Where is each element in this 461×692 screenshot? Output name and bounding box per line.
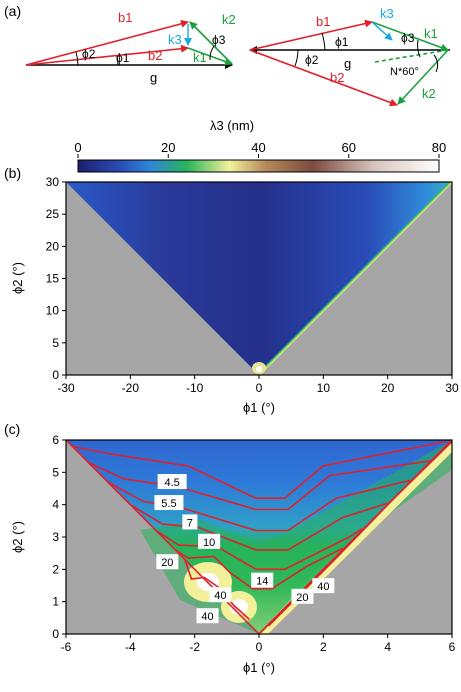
- angle-label-phi3: ϕ3: [212, 33, 226, 47]
- schematic-left: b1 b2 g k1 k2 k3 ϕ2 ϕ1 ϕ3: [25, 10, 236, 85]
- x-tick-label: 0: [256, 640, 263, 654]
- y-tick-label: 10: [46, 304, 60, 318]
- vector-label-b2: b2: [148, 48, 162, 63]
- contour-line: [88, 460, 430, 511]
- vector-label-k3: k3: [168, 32, 182, 47]
- angle-label-phi3: ϕ3: [401, 31, 415, 45]
- y-tick-label: 0: [52, 627, 59, 641]
- vector-label-k2: k2: [222, 12, 236, 27]
- x-tick-label: 20: [381, 381, 395, 395]
- y-tick-label: 6: [52, 433, 59, 447]
- contour-label: 14: [256, 576, 268, 588]
- heatmap-b: -30 -20 -10 0 10 20 30 0 5 10 15 20 25 30 ϕ1 (°) ϕ2 (…: [10, 175, 459, 415]
- angle-annotation: N*60°: [390, 66, 419, 78]
- y-tick-label: 0: [52, 368, 59, 382]
- x-tick-label: 6: [449, 640, 456, 654]
- x-tick-label: -6: [61, 640, 72, 654]
- vector-label-k2: k2: [422, 86, 436, 101]
- vector-label-b1: b1: [118, 10, 132, 25]
- y-tick-label: 5: [52, 336, 59, 350]
- y-tick-label: 15: [46, 272, 60, 286]
- angle-label-phi2: ϕ2: [82, 47, 96, 61]
- contour-label: 5.5: [161, 498, 176, 510]
- y-tick-label: 30: [46, 175, 60, 189]
- contour-label-box: [182, 514, 198, 530]
- y-tick-label: 25: [46, 207, 60, 221]
- colorbar-gradient: [77, 159, 440, 173]
- contour-label: 40: [214, 590, 226, 602]
- colorbar-title: λ3 (nm): [210, 118, 254, 133]
- contour-label: 7: [187, 517, 193, 529]
- contour-label-box: [209, 587, 232, 603]
- y-tick-label: 3: [52, 530, 59, 544]
- contour-label: 20: [296, 592, 308, 604]
- colorbar-tick-label: 40: [251, 140, 265, 155]
- vector-label-b1: b1: [316, 14, 330, 29]
- contour-label: 20: [161, 557, 173, 569]
- x-axis-label-c: ϕ1 (°): [243, 660, 275, 675]
- vector-label-b2: b2: [330, 70, 344, 85]
- contour-label-box: [154, 495, 184, 511]
- angle-label-phi1: ϕ1: [335, 35, 349, 49]
- x-tick-label: -10: [186, 381, 204, 395]
- contour-line: [107, 479, 411, 532]
- x-tick-label: -4: [125, 640, 136, 654]
- vector-label-g: g: [344, 56, 351, 71]
- contour-label-box: [291, 588, 314, 604]
- contour-label-box: [157, 474, 187, 490]
- contour-label-box: [251, 572, 274, 588]
- y-tick-label: 5: [52, 465, 59, 479]
- y-tick-label: 1: [52, 595, 59, 609]
- colorbar-tick-label: 20: [161, 140, 175, 155]
- x-tick-label: 4: [384, 640, 391, 654]
- x-tick-label: -30: [57, 381, 75, 395]
- contour-label: 4.5: [165, 477, 180, 489]
- axes-b: -30 -20 -10 0 10 20 30 0 5 10 15 20 25 30: [46, 175, 459, 395]
- x-tick-label: 10: [317, 381, 331, 395]
- contour-line: [184, 559, 250, 621]
- contour-label-box: [156, 554, 179, 570]
- schematic-right: b1 b2 g k1 k2 k3 ϕ1 ϕ2 ϕ3 N*60°: [249, 6, 450, 107]
- contour-label: 10: [203, 537, 215, 549]
- y-tick-label: 20: [46, 239, 60, 253]
- contour-line: [129, 502, 388, 551]
- panel-label-a: (a): [4, 3, 21, 19]
- contour-label-box: [198, 533, 221, 549]
- x-tick-label: 0: [256, 381, 263, 395]
- vector-label-k1: k1: [424, 26, 438, 41]
- vector-label-k1: k1: [193, 50, 207, 65]
- y-axis-label-b: ϕ2 (°): [10, 262, 25, 294]
- contour-line: [155, 528, 363, 571]
- colorbar-tick-label: 60: [342, 140, 356, 155]
- colorbar: λ3 (nm) 0 20 40 60 80: [74, 118, 446, 173]
- colorbar-tick-label: 80: [432, 140, 446, 155]
- colorbar-tick-label: 0: [74, 140, 81, 155]
- y-tick-label: 4: [52, 498, 59, 512]
- y-tick-label: 2: [52, 562, 59, 576]
- x-tick-label: 30: [445, 381, 459, 395]
- contour-label: 40: [201, 611, 213, 623]
- x-tick-label: 2: [320, 640, 327, 654]
- contour-line: [174, 547, 343, 590]
- x-tick-label: -20: [122, 381, 140, 395]
- panel-label-c: (c): [4, 421, 20, 437]
- contour-label-box: [312, 578, 335, 594]
- y-axis-label-c: ϕ2 (°): [10, 521, 25, 553]
- vector-label-g: g: [150, 70, 157, 85]
- vector-label-k3: k3: [380, 6, 394, 21]
- contour-label-box: [196, 608, 219, 624]
- contour-line: [72, 440, 446, 499]
- colorbar-ticks: 0 20 40 60 80: [74, 140, 446, 158]
- angle-label-phi1: ϕ1: [116, 51, 130, 65]
- axes-c: -6 -4 -2 0 2 4 6 0 1 2 3 4 5 6: [52, 433, 455, 654]
- contour-label: 40: [317, 581, 329, 593]
- panel-label-b: (b): [4, 165, 21, 181]
- x-tick-label: -2: [189, 640, 200, 654]
- valid-region-b: [66, 182, 452, 375]
- x-axis-label-b: ϕ1 (°): [243, 400, 275, 415]
- angle-label-phi2: ϕ2: [305, 53, 319, 67]
